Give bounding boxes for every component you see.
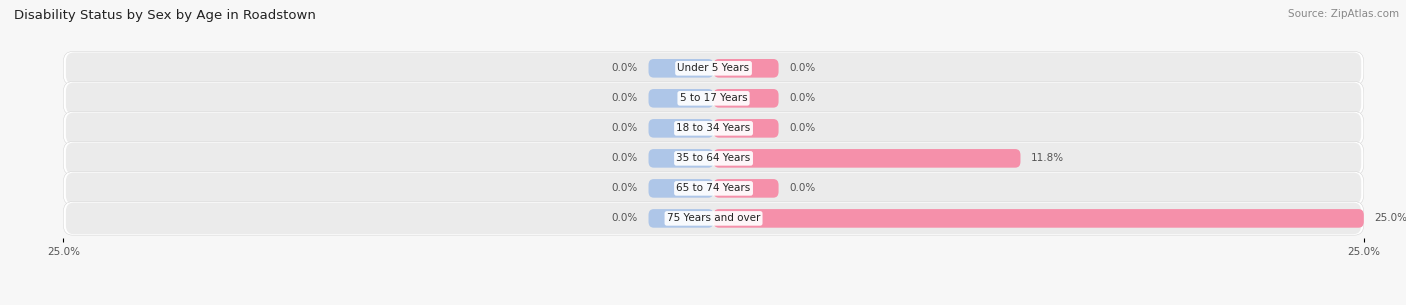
Text: 0.0%: 0.0% xyxy=(612,214,638,223)
FancyBboxPatch shape xyxy=(648,59,713,77)
FancyBboxPatch shape xyxy=(66,52,1361,84)
Text: 35 to 64 Years: 35 to 64 Years xyxy=(676,153,751,163)
FancyBboxPatch shape xyxy=(63,52,1364,85)
Text: 11.8%: 11.8% xyxy=(1031,153,1064,163)
FancyBboxPatch shape xyxy=(648,119,713,138)
FancyBboxPatch shape xyxy=(66,83,1361,114)
Text: 18 to 34 Years: 18 to 34 Years xyxy=(676,123,751,133)
FancyBboxPatch shape xyxy=(713,59,779,77)
Text: 5 to 17 Years: 5 to 17 Years xyxy=(679,93,748,103)
FancyBboxPatch shape xyxy=(63,81,1364,115)
FancyBboxPatch shape xyxy=(63,112,1364,145)
FancyBboxPatch shape xyxy=(648,209,713,228)
FancyBboxPatch shape xyxy=(66,142,1361,174)
Text: Disability Status by Sex by Age in Roadstown: Disability Status by Sex by Age in Roads… xyxy=(14,9,316,22)
FancyBboxPatch shape xyxy=(648,89,713,108)
Text: 65 to 74 Years: 65 to 74 Years xyxy=(676,183,751,193)
Text: 0.0%: 0.0% xyxy=(789,123,815,133)
FancyBboxPatch shape xyxy=(648,149,713,168)
FancyBboxPatch shape xyxy=(66,203,1361,234)
Text: 0.0%: 0.0% xyxy=(789,93,815,103)
FancyBboxPatch shape xyxy=(713,209,1364,228)
FancyBboxPatch shape xyxy=(66,173,1361,204)
FancyBboxPatch shape xyxy=(63,142,1364,175)
FancyBboxPatch shape xyxy=(713,89,779,108)
Text: Under 5 Years: Under 5 Years xyxy=(678,63,749,73)
Text: 25.0%: 25.0% xyxy=(1374,214,1406,223)
FancyBboxPatch shape xyxy=(63,172,1364,205)
Text: 0.0%: 0.0% xyxy=(612,93,638,103)
Text: 0.0%: 0.0% xyxy=(789,63,815,73)
Text: 75 Years and over: 75 Years and over xyxy=(666,214,761,223)
Text: 0.0%: 0.0% xyxy=(612,183,638,193)
FancyBboxPatch shape xyxy=(66,113,1361,144)
FancyBboxPatch shape xyxy=(713,119,779,138)
FancyBboxPatch shape xyxy=(713,149,1021,168)
FancyBboxPatch shape xyxy=(648,179,713,198)
FancyBboxPatch shape xyxy=(713,179,779,198)
Text: 0.0%: 0.0% xyxy=(612,153,638,163)
Text: Source: ZipAtlas.com: Source: ZipAtlas.com xyxy=(1288,9,1399,19)
Text: 0.0%: 0.0% xyxy=(612,63,638,73)
Text: 0.0%: 0.0% xyxy=(612,123,638,133)
FancyBboxPatch shape xyxy=(63,202,1364,235)
Text: 0.0%: 0.0% xyxy=(789,183,815,193)
